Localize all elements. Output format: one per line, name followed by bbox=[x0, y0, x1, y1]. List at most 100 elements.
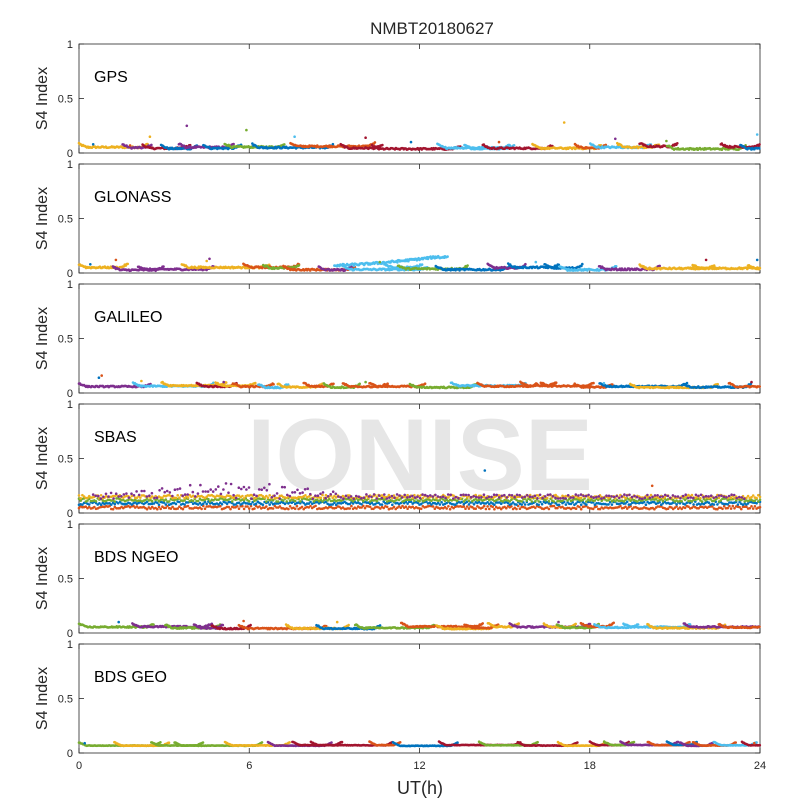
data-point bbox=[520, 500, 523, 503]
data-point bbox=[740, 507, 743, 511]
y-tick-label: 1 bbox=[67, 399, 73, 411]
data-point bbox=[716, 503, 719, 506]
data-point bbox=[229, 507, 232, 511]
data-point bbox=[614, 265, 618, 268]
data-point bbox=[707, 501, 711, 505]
data-point bbox=[126, 262, 129, 266]
data-point bbox=[758, 143, 761, 146]
data-point bbox=[464, 507, 467, 511]
data-point bbox=[472, 503, 476, 506]
data-point bbox=[191, 499, 195, 503]
data-point bbox=[515, 507, 518, 511]
data-point bbox=[148, 135, 152, 138]
data-point bbox=[579, 507, 583, 511]
data-point bbox=[245, 128, 248, 132]
data-point bbox=[156, 507, 159, 511]
data-point bbox=[547, 507, 551, 511]
data-point bbox=[419, 507, 423, 511]
data-point bbox=[185, 124, 189, 128]
data-point bbox=[423, 382, 427, 386]
data-point bbox=[157, 503, 161, 507]
data-point bbox=[493, 507, 496, 511]
data-point bbox=[486, 505, 489, 508]
data-point bbox=[94, 500, 98, 503]
data-point bbox=[222, 380, 225, 384]
y-tick-label: 1 bbox=[67, 39, 73, 51]
data-point bbox=[196, 499, 200, 503]
data-point bbox=[579, 503, 583, 507]
data-point bbox=[556, 506, 559, 510]
data-point bbox=[581, 262, 584, 266]
data-point bbox=[578, 505, 581, 509]
data-point bbox=[186, 504, 190, 508]
y-tick-label: 1 bbox=[67, 159, 73, 171]
data-point bbox=[676, 142, 679, 145]
data-point bbox=[547, 499, 551, 503]
watermark: IONISE bbox=[247, 398, 593, 512]
data-point bbox=[385, 505, 389, 509]
data-point bbox=[159, 507, 162, 511]
data-point bbox=[409, 140, 413, 144]
data-point bbox=[380, 503, 384, 506]
data-point bbox=[378, 260, 382, 264]
data-point bbox=[692, 503, 695, 506]
data-point bbox=[493, 503, 496, 507]
data-point bbox=[230, 500, 234, 503]
data-point bbox=[467, 507, 471, 510]
data-point bbox=[731, 504, 735, 508]
data-point bbox=[431, 505, 435, 508]
data-point bbox=[364, 380, 367, 384]
data-point bbox=[203, 507, 207, 511]
data-point bbox=[363, 506, 367, 510]
panel-frame bbox=[78, 43, 761, 154]
data-point bbox=[246, 505, 249, 508]
data-point bbox=[285, 500, 289, 503]
data-point bbox=[224, 381, 228, 384]
data-point bbox=[438, 499, 442, 502]
data-point bbox=[87, 503, 91, 506]
data-point bbox=[293, 135, 296, 138]
data-point bbox=[362, 499, 365, 503]
data-point bbox=[438, 503, 442, 506]
data-point bbox=[254, 502, 258, 506]
data-point bbox=[242, 507, 246, 511]
data-point bbox=[758, 147, 761, 150]
data-point bbox=[247, 500, 251, 503]
data-point bbox=[404, 505, 408, 509]
data-point bbox=[418, 499, 421, 503]
data-point bbox=[348, 507, 352, 510]
data-point bbox=[557, 503, 561, 507]
data-point bbox=[482, 504, 486, 508]
data-point bbox=[751, 507, 755, 510]
data-point bbox=[680, 500, 683, 503]
data-point bbox=[100, 374, 103, 377]
data-point bbox=[564, 503, 568, 506]
data-point bbox=[373, 141, 377, 144]
data-point bbox=[497, 140, 501, 144]
data-point bbox=[704, 258, 708, 262]
data-point bbox=[293, 499, 297, 503]
data-point bbox=[465, 505, 469, 508]
data-point bbox=[614, 137, 617, 141]
y-tick-label: 1 bbox=[67, 279, 73, 291]
data-point bbox=[537, 500, 540, 503]
data-point bbox=[150, 143, 153, 147]
data-point bbox=[644, 503, 648, 507]
figure-title: NMBT20180627 bbox=[370, 19, 494, 38]
data-point bbox=[265, 505, 268, 508]
data-point bbox=[232, 142, 235, 146]
data-point bbox=[331, 142, 335, 146]
data-point bbox=[592, 381, 595, 385]
data-point bbox=[261, 503, 265, 507]
constellation-label: GLONASS bbox=[94, 189, 171, 206]
constellation-label: SBAS bbox=[94, 429, 137, 446]
data-point bbox=[474, 507, 478, 511]
data-point bbox=[736, 503, 740, 506]
data-point bbox=[288, 505, 292, 508]
constellation-label: GALILEO bbox=[94, 309, 162, 326]
data-point bbox=[610, 503, 614, 506]
